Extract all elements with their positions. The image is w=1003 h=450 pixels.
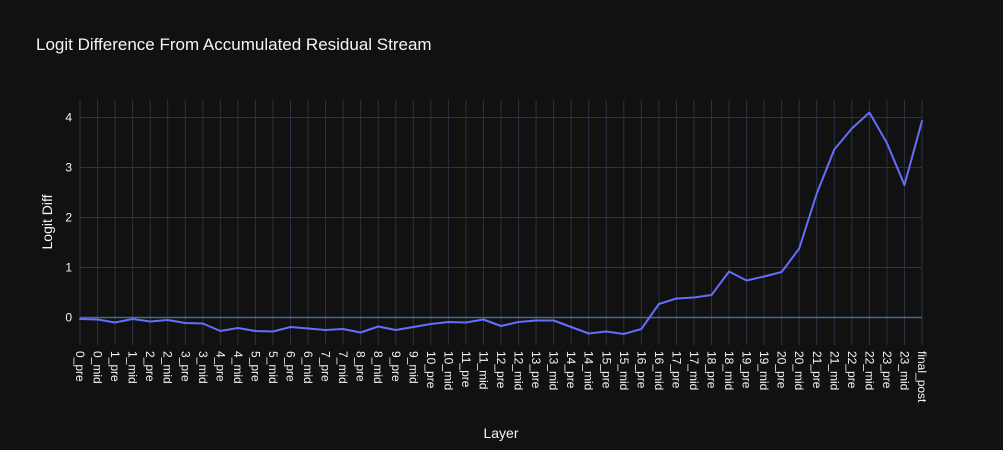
x-axis-ticks: 0_pre 0_mid 1_pre 1_mid 2_pre 2_mid 3_pre 3_mid… [73,351,929,403]
x-tick-label: 3_pre [178,351,192,382]
x-tick-label: 10_pre [424,351,438,389]
x-tick-label: 13_mid [547,351,561,390]
x-tick-label: 21_mid [827,351,841,390]
x-tick-label: 11_mid [476,351,490,389]
x-tick-label: 23_mid [897,351,911,390]
x-tick-label: 8_mid [371,351,385,384]
x-tick-label: final_post [915,351,929,403]
x-tick-label: 13_pre [529,351,543,389]
x-tick-label: 16_mid [652,351,666,390]
x-tick-label: 19_pre [740,351,754,389]
chart-title: Logit Difference From Accumulated Residu… [36,35,432,54]
series-layer [79,111,923,335]
x-tick-label: 9_mid [406,351,420,384]
x-tick-label: 17_mid [687,351,701,390]
x-tick-label: 15_pre [599,351,613,389]
x-tick-label: 4_mid [231,351,245,384]
x-tick-label: 20_mid [792,351,806,390]
x-tick-label: 22_mid [862,351,876,390]
x-tick-label: 12_mid [512,351,526,390]
x-tick-label: 12_pre [494,351,508,389]
x-tick-label: 22_pre [845,351,859,389]
y-tick-label: 2 [65,211,72,225]
x-tick-label: 0_pre [73,351,87,382]
x-tick-label: 18_mid [722,351,736,390]
x-tick-label: 9_pre [389,351,403,382]
x-tick-label: 23_pre [880,351,894,389]
x-tick-label: 1_mid [126,351,140,384]
x-tick-label: 7_pre [319,351,333,382]
x-tick-label: 5_pre [248,351,262,382]
y-axis-ticks: 0 1 2 3 4 [65,111,72,325]
y-tick-label: 4 [65,111,72,125]
x-tick-label: 16_pre [634,351,648,389]
x-tick-label: 0_mid [91,351,105,384]
x-tick-label: 15_mid [617,351,631,390]
x-tick-label: 14_mid [582,351,596,390]
x-tick-label: 21_pre [810,351,824,389]
x-tick-label: 6_pre [284,351,298,382]
x-tick-label: 5_mid [266,351,280,384]
x-tick-label: 8_pre [354,351,368,382]
x-tick-label: 1_pre [108,351,122,382]
x-tick-label: 2_pre [143,351,157,382]
y-axis-title: Logit Diff [39,194,55,249]
x-axis-title: Layer [483,425,518,441]
y-tick-label: 3 [65,161,72,175]
x-tick-label: 11_pre [459,351,473,388]
x-tick-label: 17_pre [669,351,683,389]
x-tick-label: 20_pre [775,351,789,389]
x-tick-label: 6_mid [301,351,315,384]
x-tick-label: 7_mid [336,351,350,384]
y-tick-label: 0 [65,311,72,325]
x-tick-label: 4_pre [213,351,227,382]
series-line [79,111,923,335]
x-tick-label: 3_mid [196,351,210,384]
y-tick-label: 1 [65,261,72,275]
x-tick-label: 18_pre [705,351,719,389]
x-tick-label: 14_pre [564,351,578,389]
x-tick-label: 19_mid [757,351,771,390]
x-tick-label: 10_mid [441,351,455,390]
x-tick-label: 2_mid [161,351,175,384]
grid [79,100,923,345]
